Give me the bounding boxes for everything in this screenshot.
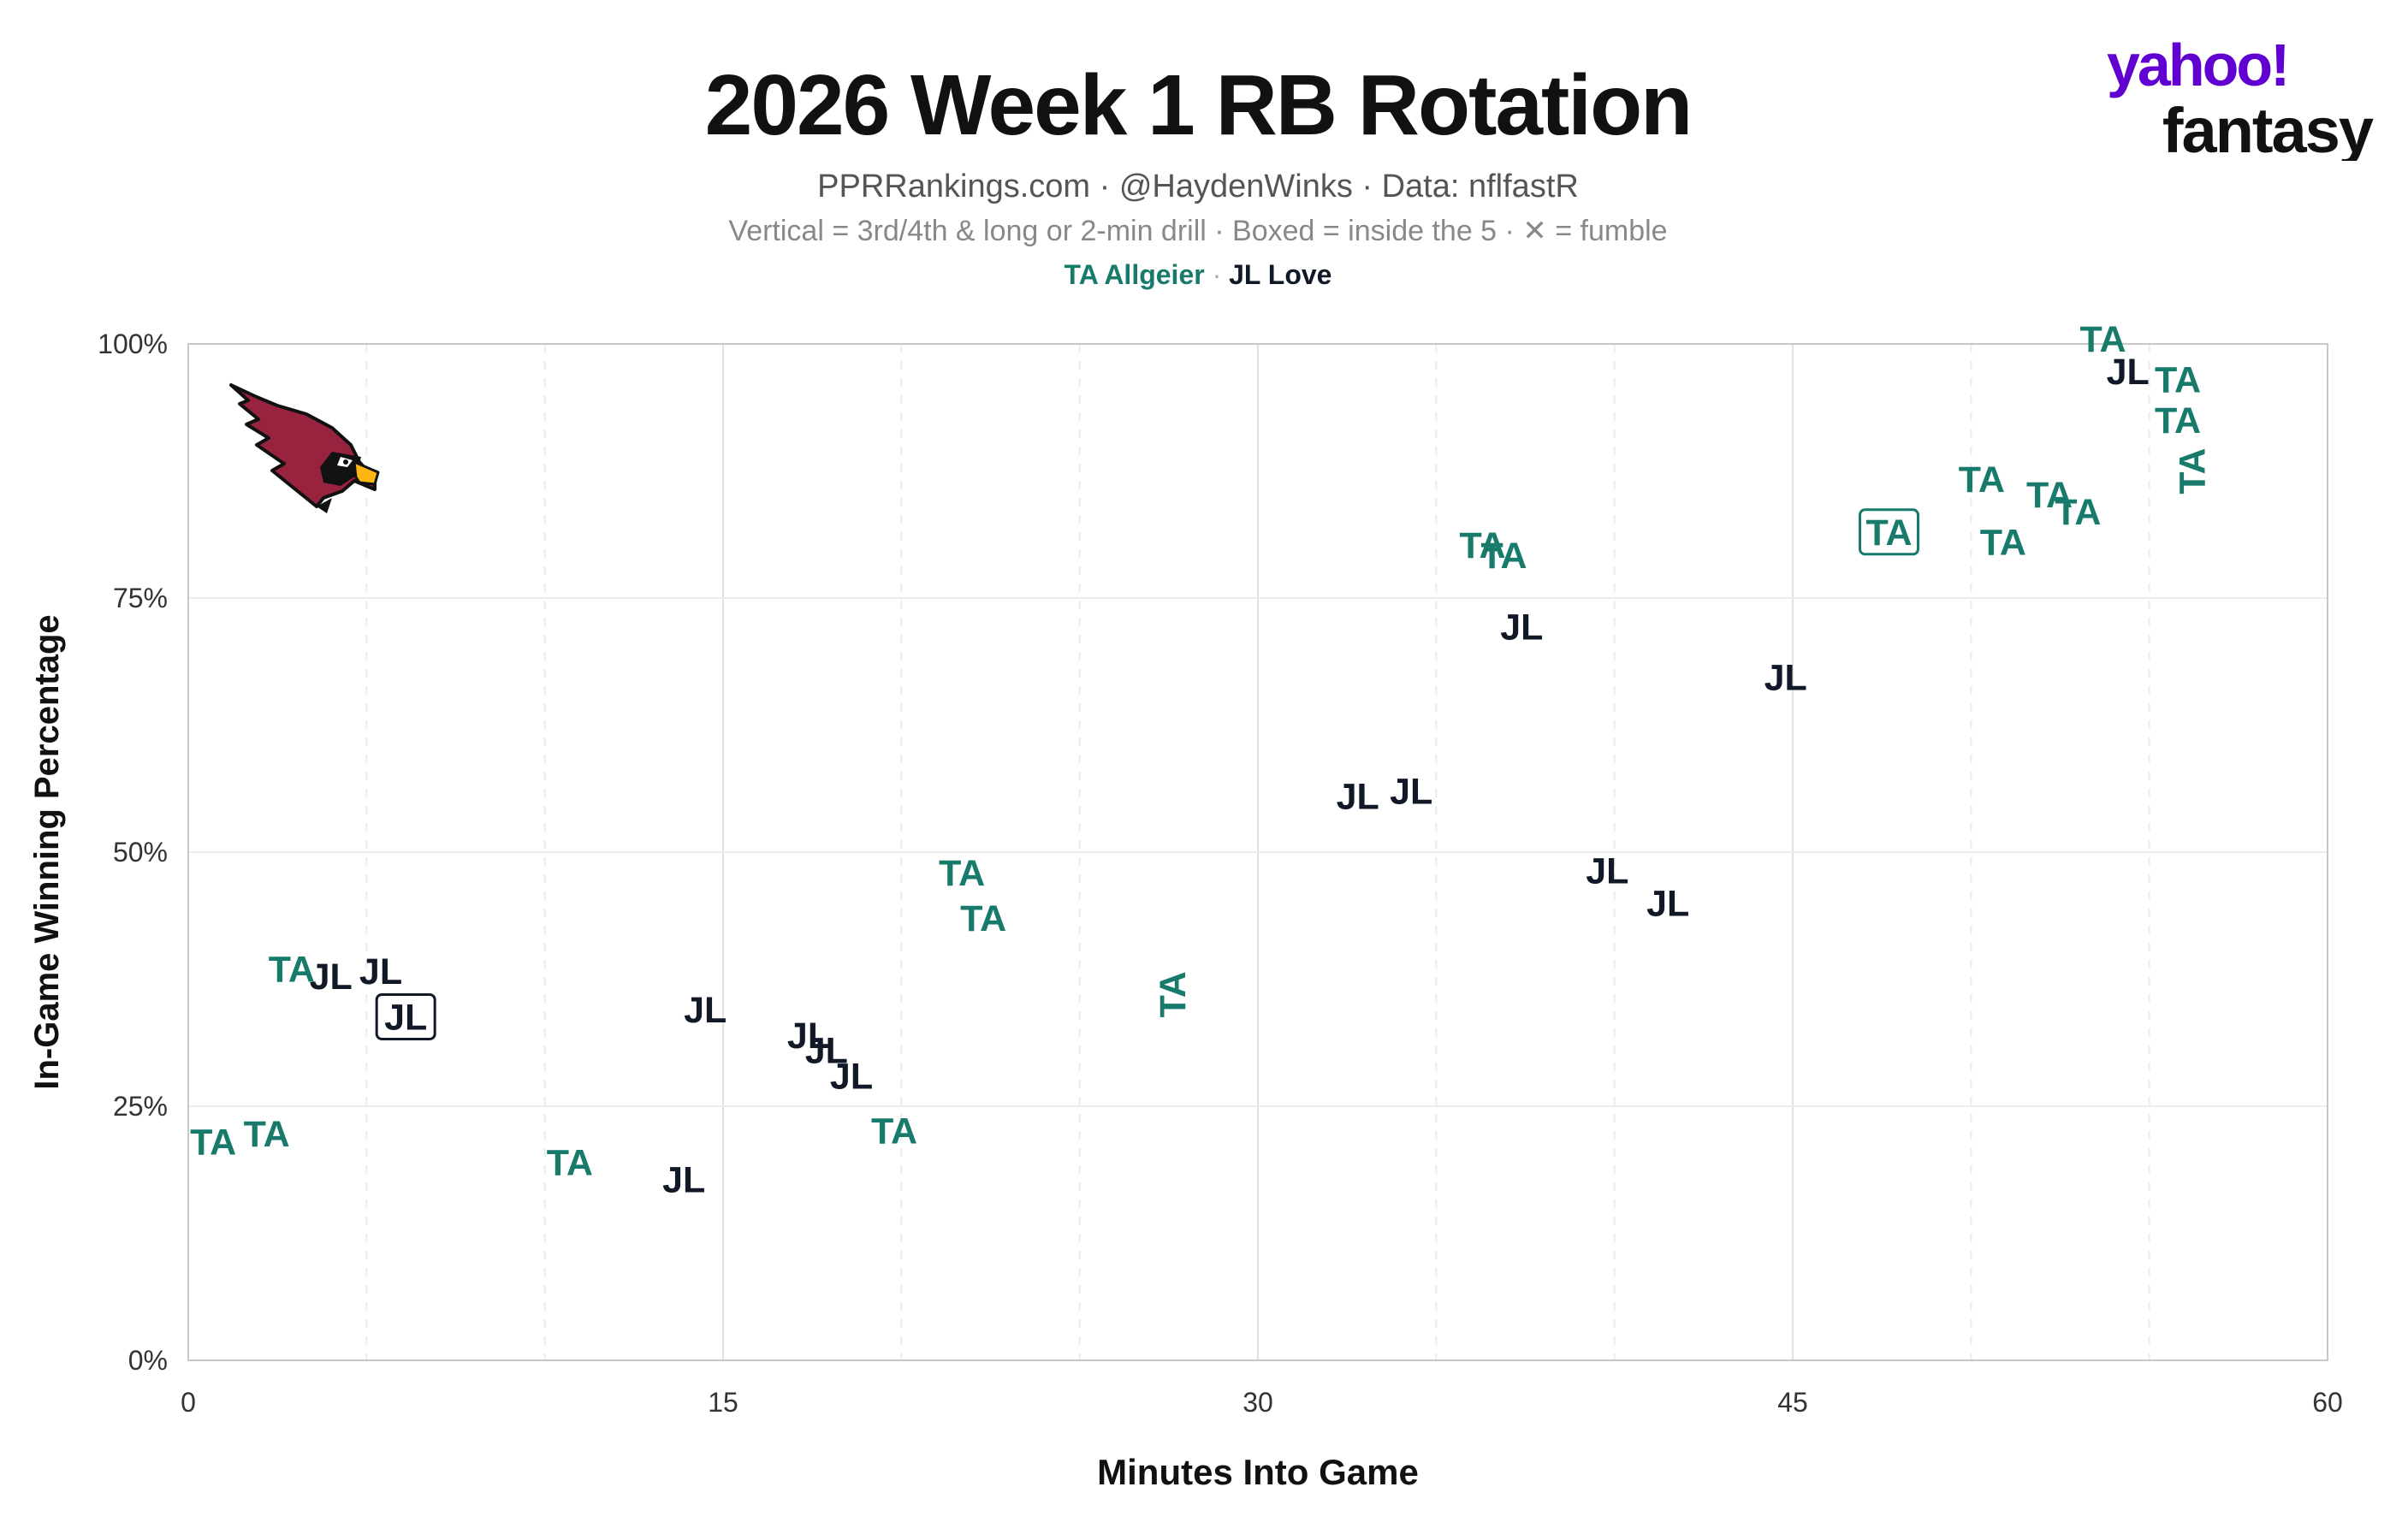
data-point-ta: TA xyxy=(244,1114,290,1155)
data-point-ta: TA xyxy=(1980,523,2026,564)
data-point-jl: JL xyxy=(375,992,436,1040)
data-point-ta: TA xyxy=(190,1122,236,1164)
data-point-jl: JL xyxy=(787,1016,830,1057)
data-point-label: TA xyxy=(244,1114,290,1155)
data-point-label: JL xyxy=(787,1016,830,1057)
data-point-label: TA xyxy=(190,1122,236,1164)
data-point-ta: TA xyxy=(547,1142,593,1183)
data-point-ta: TA xyxy=(939,853,985,894)
data-point-label: TA xyxy=(269,950,315,991)
x-tick-label: 0 xyxy=(181,1387,196,1418)
data-point-jl: JL xyxy=(1646,883,1689,924)
data-point-jl: JL xyxy=(684,990,727,1031)
data-point-label: TA xyxy=(1865,512,1912,554)
legend-entry-ta-allgeier: TA Allgeier xyxy=(1064,259,1205,290)
cardinals-logo-icon xyxy=(229,383,380,513)
data-point-label: JL xyxy=(830,1056,873,1097)
data-point-label: TA xyxy=(1959,459,2005,500)
y-tick-label: 75% xyxy=(113,583,168,613)
data-point-label: JL xyxy=(310,957,353,998)
data-point-label: JL xyxy=(1390,772,1432,813)
data-point-label: JL xyxy=(1337,777,1379,818)
data-point-label: JL xyxy=(684,990,727,1031)
data-point-label: TA xyxy=(2079,319,2126,360)
data-point-label: TA xyxy=(1459,525,1505,566)
data-point-label: TA xyxy=(871,1111,917,1152)
data-point-ta: TA xyxy=(1959,459,2005,500)
y-tick-label: 0% xyxy=(128,1345,168,1376)
data-point-label: JL xyxy=(384,997,427,1038)
grid-lines xyxy=(188,344,2328,1360)
data-point-label: TA xyxy=(1480,536,1527,577)
chart-title: 2026 Week 1 RB Rotation xyxy=(704,57,1693,153)
legend-separator: · xyxy=(1212,259,1230,290)
data-point-jl: JL xyxy=(310,957,353,998)
fantasy-wordmark: fantasy xyxy=(2162,95,2374,161)
data-point-ta: TA xyxy=(2155,400,2201,441)
x-tick-label: 15 xyxy=(708,1387,738,1418)
data-point-jl: JL xyxy=(662,1160,705,1201)
data-point-ta: TA xyxy=(2026,475,2073,516)
data-point-label: JL xyxy=(1586,850,1628,891)
data-point-label: TA xyxy=(2055,492,2101,533)
plot-border xyxy=(187,343,2328,1361)
data-point-label: TA xyxy=(547,1142,593,1183)
y-tick-label: 25% xyxy=(113,1091,168,1122)
data-points: TA TATATATATATATATATATATATATATATATATATAJL… xyxy=(190,319,2214,1200)
data-point-jl: JL xyxy=(1390,772,1432,813)
data-point-jl: JL xyxy=(359,951,402,992)
data-point-jl: JL xyxy=(1586,850,1628,891)
y-axis-label: In-Game Winning Percentage xyxy=(28,614,66,1089)
data-point-label: TA xyxy=(1980,523,2026,564)
data-point-label: JL xyxy=(359,951,402,992)
y-tick-label: 50% xyxy=(113,837,168,868)
data-point-jl: JL xyxy=(2107,352,2150,393)
data-point-label: TA xyxy=(939,853,985,894)
yahoo-fantasy-logo: yahoo! fantasy xyxy=(2107,32,2375,161)
data-point-ta: TA xyxy=(2055,492,2101,533)
data-point-jl: JL xyxy=(1337,777,1379,818)
data-point-label: TA xyxy=(2026,475,2073,516)
data-point-label: JL xyxy=(1646,883,1689,924)
data-point-label: JL xyxy=(662,1160,705,1201)
data-point-ta: TA xyxy=(2173,447,2214,494)
data-point-label: TA xyxy=(960,898,1006,939)
data-point-ta: TA xyxy=(1153,971,1194,1017)
data-point-jl: JL xyxy=(1500,607,1543,648)
data-point-label: TA xyxy=(2155,360,2201,401)
data-point-ta: TA xyxy=(269,950,315,991)
data-point-jl: JL xyxy=(1764,658,1807,699)
chart-note: Vertical = 3rd/4th & long or 2-min drill… xyxy=(728,215,1668,247)
y-tick-label: 100% xyxy=(98,329,168,359)
axis-ticks: 0 15 30 45 60 0% 25% 50% 75% 100% xyxy=(98,329,2343,1418)
data-point-ta: TA xyxy=(960,898,1006,939)
data-point-ta: TA xyxy=(1459,525,1505,566)
data-point-label: JL xyxy=(1764,658,1807,699)
x-axis-label: Minutes Into Game xyxy=(1097,1452,1419,1492)
data-point-ta: TA xyxy=(2155,360,2201,401)
legend-entry-jl-love: JL Love xyxy=(1229,259,1332,290)
data-point-label: JL xyxy=(1500,607,1543,648)
data-point-jl: JL xyxy=(830,1056,873,1097)
data-point-ta: TA xyxy=(2079,319,2126,360)
data-point-label: TA xyxy=(1153,971,1194,1017)
data-point-ta: TA xyxy=(871,1111,917,1152)
data-point-ta: TA xyxy=(1859,508,1919,556)
legend: TA Allgeier · JL Love xyxy=(0,258,2396,291)
inside-five-box xyxy=(375,992,436,1040)
data-point-label: JL xyxy=(2107,352,2150,393)
x-tick-label: 60 xyxy=(2312,1387,2343,1418)
data-point-ta: TA xyxy=(1480,536,1527,577)
chart-subtitle: PPRRankings.com · @HaydenWinks · Data: n… xyxy=(817,169,1579,204)
data-point-jl: JL xyxy=(805,1031,848,1072)
x-tick-label: 45 xyxy=(1777,1387,1808,1418)
inside-five-box xyxy=(1859,508,1919,556)
data-point-label: JL xyxy=(805,1031,848,1072)
data-point-label: TA xyxy=(2173,447,2214,494)
yahoo-wordmark: yahoo! xyxy=(2107,32,2287,98)
data-point-label: TA xyxy=(2155,400,2201,441)
x-tick-label: 30 xyxy=(1242,1387,1273,1418)
